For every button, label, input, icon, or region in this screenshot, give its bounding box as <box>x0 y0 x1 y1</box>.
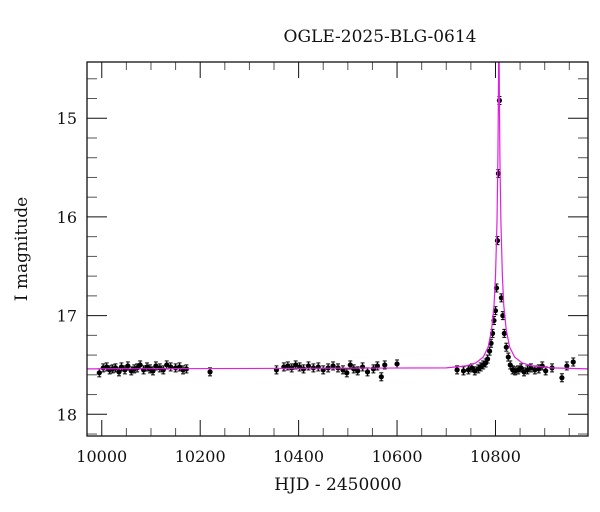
data-point <box>460 366 467 376</box>
plot-area <box>87 62 588 383</box>
data-point <box>320 365 326 375</box>
x-tick-labels: 10000 10200 10400 10600 10800 <box>76 447 521 466</box>
x-tick-label: 10800 <box>470 447 521 466</box>
y-axis-label: I magnitude <box>12 197 32 301</box>
y-tick-label: 15 <box>57 109 77 128</box>
data-point <box>273 365 280 375</box>
x-tick-label: 10000 <box>76 447 127 466</box>
chart-title: OGLE-2025-BLG-0614 <box>284 27 477 47</box>
x-axis-label: HJD - 2450000 <box>274 475 402 495</box>
data-point <box>315 362 321 372</box>
data-point <box>505 352 511 362</box>
data-points <box>96 95 576 383</box>
data-point <box>394 359 400 369</box>
data-point <box>330 361 336 371</box>
data-point <box>570 357 576 367</box>
data-point <box>501 328 507 338</box>
data-point <box>564 361 570 371</box>
x-tick-label: 10400 <box>273 447 324 466</box>
y-tick-label: 17 <box>57 307 77 326</box>
data-point <box>485 354 491 364</box>
data-point <box>498 293 504 303</box>
model-fit-curve <box>87 62 588 370</box>
data-point <box>503 342 509 352</box>
data-point <box>494 236 501 246</box>
data-point <box>153 361 159 371</box>
data-point <box>536 364 542 374</box>
y-tick-label: 18 <box>57 405 77 424</box>
x-tick-label: 10600 <box>372 447 423 466</box>
data-point <box>521 367 527 377</box>
data-point <box>559 373 565 383</box>
y-tick-labels: 15 16 17 18 <box>57 109 77 424</box>
data-point <box>378 372 384 382</box>
data-point <box>207 367 213 377</box>
data-point <box>518 363 524 373</box>
x-tick-label: 10200 <box>175 447 226 466</box>
y-tick-label: 16 <box>57 208 77 227</box>
data-point <box>293 360 299 370</box>
data-point <box>359 362 366 372</box>
minor-ticks <box>87 62 588 436</box>
data-point <box>96 368 102 378</box>
data-point <box>364 367 371 377</box>
data-point <box>344 368 350 378</box>
plot-frame <box>86 61 589 437</box>
major-ticks <box>87 62 588 436</box>
